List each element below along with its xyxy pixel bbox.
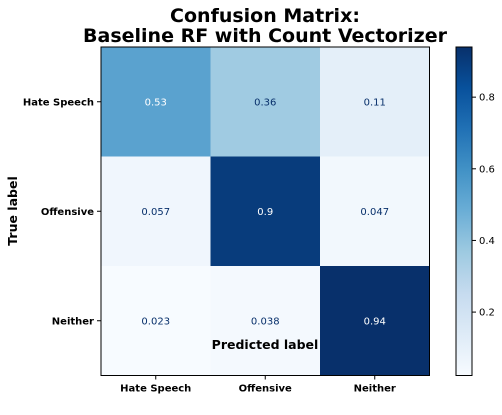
cell-value-label: 0.53 (145, 97, 167, 108)
y-tick-label: Neither (52, 316, 94, 327)
cell-value-label: 0.023 (141, 316, 170, 327)
matrix-cell (101, 266, 211, 376)
y-axis-label: True label (5, 176, 20, 245)
y-tick-label: Offensive (41, 207, 94, 218)
cell-value-label: 0.047 (360, 207, 389, 218)
matrix-cell (210, 47, 320, 157)
colorbar-tick-label: 0.8 (479, 93, 495, 104)
cell-value-label: 0.038 (251, 316, 280, 327)
x-axis-ticks: Hate Speech Offensive Neither (120, 375, 396, 395)
matrix-cell (210, 266, 320, 376)
x-tick-label: Neither (354, 384, 396, 395)
cell-value-label: 0.36 (254, 97, 276, 108)
colorbar-tick-label: 0.4 (479, 236, 495, 247)
matrix-cell (210, 156, 320, 266)
cell-value-label: 0.9 (257, 207, 273, 218)
colorbar-ticks: 0.2 0.4 0.6 0.8 (472, 93, 495, 319)
chart-title-line-2: Baseline RF with Count Vectorizer (83, 25, 448, 47)
colorbar-tick-label: 0.2 (479, 308, 495, 319)
colorbar-tick-label: 0.6 (479, 164, 495, 175)
x-axis-label: Predicted label (212, 337, 319, 352)
matrix-cell (101, 47, 211, 157)
cell-value-label: 0.94 (364, 316, 386, 327)
y-axis-ticks: Hate Speech Offensive Neither (23, 97, 101, 327)
y-tick-label: Hate Speech (23, 97, 94, 108)
matrix-cell (320, 47, 430, 157)
matrix-cell (320, 266, 430, 376)
chart-title-line-1: Confusion Matrix: (170, 5, 360, 27)
x-tick-label: Offensive (239, 384, 292, 395)
x-tick-label: Hate Speech (120, 384, 191, 395)
matrix-cell (101, 156, 211, 266)
matrix-cell (320, 156, 430, 266)
cell-value-label: 0.11 (364, 97, 386, 108)
matrix-cells: 0.53 0.36 0.11 0.057 0.9 0.047 0.023 0.038 0.94 (101, 47, 430, 376)
colorbar (455, 46, 473, 376)
cell-value-label: 0.057 (141, 207, 170, 218)
